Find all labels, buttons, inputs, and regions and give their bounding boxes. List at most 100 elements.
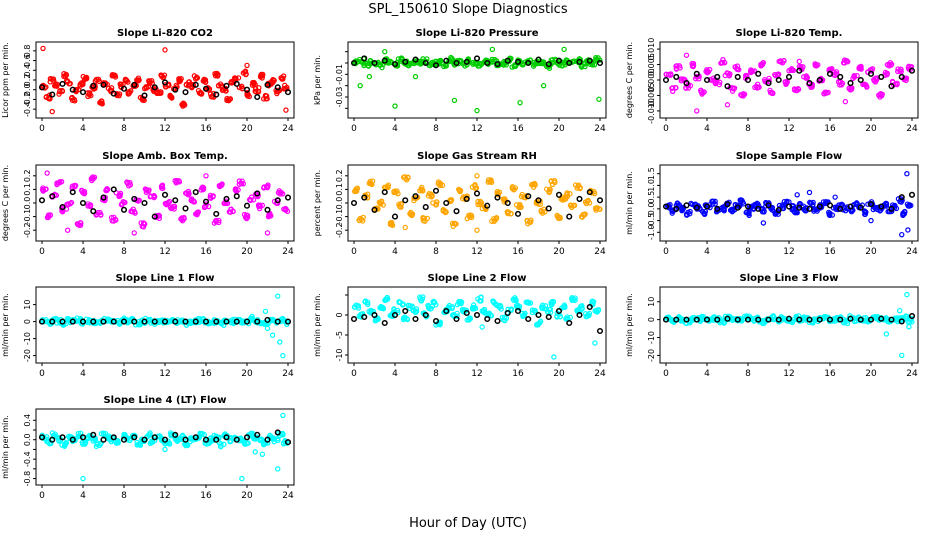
data-point xyxy=(352,187,359,193)
hourly-point xyxy=(755,70,762,77)
data-point xyxy=(281,206,287,212)
data-point xyxy=(579,305,585,311)
data-point xyxy=(569,295,575,301)
data-point xyxy=(453,221,459,227)
data-point xyxy=(897,68,903,74)
data-point xyxy=(405,174,411,180)
data-point xyxy=(908,202,914,209)
hourly-point xyxy=(69,318,76,325)
hourly-point xyxy=(545,313,552,321)
data-point xyxy=(849,85,855,91)
outlier-point xyxy=(832,194,838,200)
data-point xyxy=(243,212,250,218)
data-point xyxy=(146,432,152,438)
y-tick-label: 0.000 xyxy=(647,69,656,92)
hourly-point xyxy=(816,316,823,323)
hourly-point xyxy=(131,318,138,325)
data-point xyxy=(737,197,743,203)
data-point xyxy=(93,319,99,325)
data-point xyxy=(510,296,516,303)
outlier-point xyxy=(259,451,266,457)
data-point xyxy=(78,80,85,86)
x-tick-label: 24 xyxy=(282,124,294,134)
hourly-point xyxy=(857,204,864,211)
hourly-point xyxy=(100,436,107,443)
data-point xyxy=(529,181,536,188)
data-point xyxy=(405,302,411,309)
hourly-point xyxy=(192,434,199,441)
hourly-point xyxy=(182,205,189,212)
hourly-point xyxy=(284,318,292,325)
outlier-point xyxy=(277,339,283,345)
data-point xyxy=(198,187,204,193)
data-point xyxy=(468,214,475,221)
data-point xyxy=(546,188,553,195)
hourly-point xyxy=(49,193,56,200)
data-point xyxy=(174,437,180,444)
hourly-point xyxy=(463,195,470,202)
data-point xyxy=(432,59,438,65)
data-point xyxy=(596,206,602,212)
hourly-point xyxy=(172,431,179,438)
data-point xyxy=(841,57,848,63)
data-point xyxy=(76,86,82,93)
y-tick-label: 0.0 xyxy=(23,197,32,210)
data-point xyxy=(134,439,140,446)
outlier-point xyxy=(551,354,557,360)
hourly-point xyxy=(857,76,864,84)
data-point xyxy=(754,85,761,91)
data-point xyxy=(420,188,426,194)
hourly-point xyxy=(867,316,875,323)
hourly-point xyxy=(274,197,281,204)
hourly-point xyxy=(867,201,875,208)
hourly-point xyxy=(484,59,491,67)
data-point xyxy=(550,299,557,305)
data-point xyxy=(264,95,270,102)
hourly-point xyxy=(120,318,128,325)
hourly-point xyxy=(172,318,179,325)
x-tick-label: 16 xyxy=(512,247,524,257)
data-point xyxy=(413,308,420,314)
data-point xyxy=(367,178,373,185)
data-point xyxy=(59,88,66,94)
data-point xyxy=(93,443,100,450)
hourly-point xyxy=(908,313,916,320)
hourly-point xyxy=(274,318,281,325)
data-point xyxy=(281,85,287,92)
hourly-point xyxy=(765,80,772,87)
data-point xyxy=(748,204,754,211)
x-tick-label: 16 xyxy=(200,247,212,257)
data-point xyxy=(252,88,258,95)
data-point xyxy=(69,97,76,103)
hourly-point xyxy=(172,86,179,93)
data-point xyxy=(871,76,877,83)
hourly-point xyxy=(172,197,179,204)
data-point xyxy=(454,310,460,317)
x-tick-label: 0 xyxy=(351,247,357,257)
y-tick-label: -0.2 xyxy=(335,222,344,238)
hourly-point xyxy=(381,189,388,196)
x-tick-label: 0 xyxy=(351,369,357,379)
outlier-point xyxy=(489,46,496,53)
data-point xyxy=(400,301,406,307)
data-point xyxy=(448,197,454,203)
data-point xyxy=(437,180,444,187)
data-point xyxy=(673,84,679,91)
x-tick-label: 16 xyxy=(824,247,836,257)
data-point xyxy=(243,71,249,77)
hourly-point xyxy=(826,316,834,323)
data-point xyxy=(155,213,161,220)
data-point xyxy=(431,299,437,305)
data-point xyxy=(834,205,840,211)
hourly-point xyxy=(816,76,823,84)
hourly-point xyxy=(120,85,128,92)
hourly-point xyxy=(494,61,501,68)
data-point xyxy=(844,204,850,210)
data-point xyxy=(466,316,472,323)
data-point xyxy=(489,56,495,63)
data-point xyxy=(111,72,117,78)
y-tick-label: -0.010 xyxy=(647,98,656,124)
data-point xyxy=(717,79,723,85)
y-tick-label: -5 xyxy=(335,331,344,339)
data-point xyxy=(201,77,207,84)
